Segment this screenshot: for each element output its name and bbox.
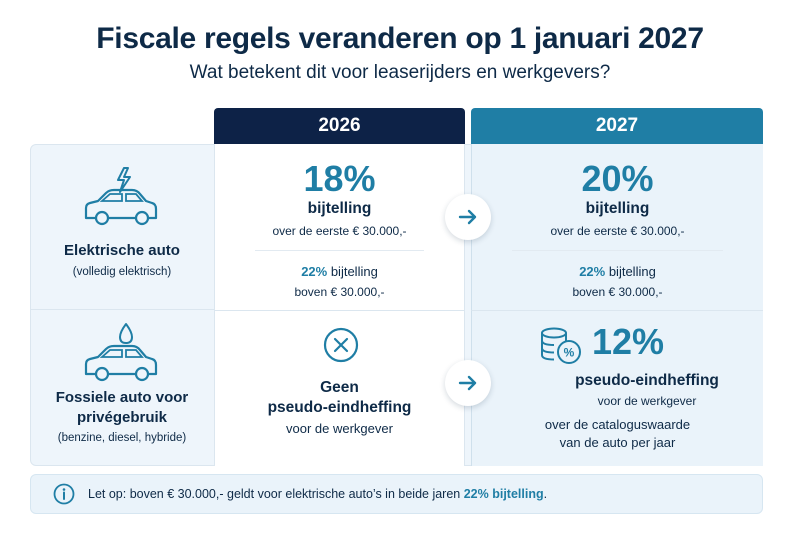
electric-2026-upper-note: boven € 30.000,- <box>294 285 385 299</box>
fossil-2026-cell: Geen pseudo-eindheffing voor de werkgeve… <box>214 310 465 466</box>
electric-2026-cell: 18% bijtelling over de eerste € 30.000,-… <box>214 144 465 310</box>
svg-text:%: % <box>564 346 575 360</box>
fossil-2027-detail-line2: van de auto per jaar <box>559 435 676 450</box>
arrow-right-icon <box>458 209 477 225</box>
fossil-2027-detail-line1: over de cataloguswaarde <box>544 417 691 432</box>
notice-text: Let op: boven € 30.000,- geldt voor elek… <box>88 487 548 501</box>
fossil-label-line2: privégebruik <box>76 409 168 426</box>
divider <box>255 250 424 251</box>
page-title: Fiscale regels veranderen op 1 januari 2… <box>96 22 704 55</box>
electric-2026-note: over de eerste € 30.000,- <box>272 224 407 238</box>
arrow-right-electric <box>445 194 491 240</box>
electric-2026-label: bijtelling <box>307 200 372 217</box>
electric-2026-pct: 18% <box>303 158 376 199</box>
fossil-2027-note: voor de werkgever <box>597 394 697 408</box>
fossil-2027-pct: 12% <box>592 321 665 362</box>
row-label-fossil: Fossiele auto voor privégebruik (benzine… <box>30 310 214 466</box>
fossil-2026-title-line2: pseudo-eindheffing <box>267 399 412 416</box>
x-circle-icon <box>323 327 359 363</box>
electric-sublabel: (volledig elektrisch) <box>72 266 172 278</box>
electric-2027-upper: 22% bijtelling <box>579 264 656 279</box>
column-header-2027: 2027 <box>471 108 763 144</box>
electric-2027-pct: 20% <box>581 158 654 199</box>
arrow-right-icon <box>458 375 477 391</box>
column-header-2026: 2026 <box>214 108 465 144</box>
info-icon <box>53 483 75 505</box>
electric-2026-upper: 22% bijtelling <box>301 264 378 279</box>
electric-2027-note: over de eerste € 30.000,- <box>550 224 685 238</box>
page-subtitle: Wat betekent dit voor leaserijders en we… <box>189 62 611 83</box>
row-label-electric: Elektrische auto (volledig elektrisch) <box>30 144 214 310</box>
electric-2027-label: bijtelling <box>585 200 650 217</box>
arrow-right-fossil <box>445 360 491 406</box>
electric-car-icon <box>84 167 158 226</box>
notice-bar: Let op: boven € 30.000,- geldt voor elek… <box>30 474 763 514</box>
fossil-2026-title-line1: Geen <box>320 379 359 396</box>
fossil-2026-note: voor de werkgever <box>286 421 393 436</box>
divider <box>512 250 723 251</box>
fossil-sublabel: (benzine, diesel, hybride) <box>57 432 187 444</box>
electric-label: Elektrische auto <box>64 242 180 259</box>
electric-2027-upper-note: boven € 30.000,- <box>572 285 663 299</box>
fossil-2027-cell: % 12% pseudo-eindheffing voor de werkgev… <box>471 310 763 466</box>
fossil-2027-label: pseudo-eindheffing <box>575 372 719 389</box>
coins-percent-icon: % <box>541 327 581 364</box>
electric-2027-cell: 20% bijtelling over de eerste € 30.000,-… <box>471 144 763 310</box>
fossil-label-line1: Fossiele auto voor <box>55 389 189 406</box>
fuel-car-icon <box>84 323 158 382</box>
